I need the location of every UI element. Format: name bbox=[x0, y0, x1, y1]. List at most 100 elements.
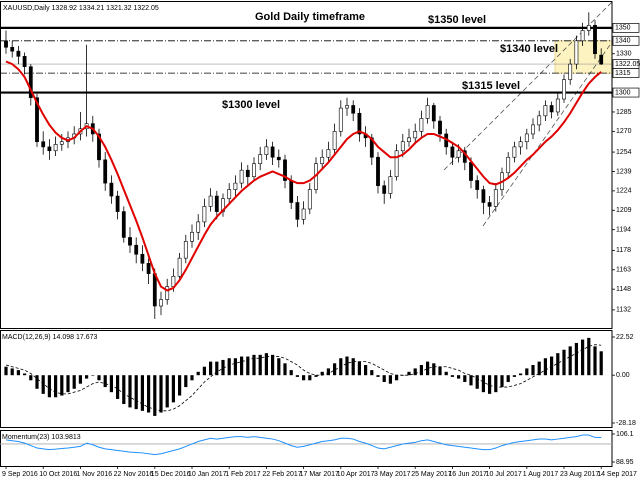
macd-bar bbox=[190, 375, 194, 381]
candle-body bbox=[394, 150, 399, 177]
macd-bar bbox=[376, 375, 380, 377]
macd-bar bbox=[23, 373, 27, 376]
x-tick-label: 22 Nov 2016 bbox=[114, 471, 154, 478]
macd-bar bbox=[54, 375, 58, 398]
moving-average bbox=[5, 60, 602, 292]
open-value: 1328.92 bbox=[52, 5, 77, 12]
macd-bar bbox=[481, 375, 485, 393]
momentum-title: Momentum(23) bbox=[2, 434, 49, 441]
candle-body bbox=[332, 131, 337, 150]
candle-body bbox=[245, 169, 250, 177]
level-note: $1300 level bbox=[222, 99, 280, 111]
candle-body bbox=[270, 146, 275, 158]
candle-body bbox=[506, 156, 511, 174]
candle-body bbox=[586, 24, 591, 31]
candle-body bbox=[475, 180, 480, 190]
candle-body bbox=[289, 180, 294, 203]
macd-bar bbox=[574, 342, 578, 376]
macd-bar bbox=[370, 370, 374, 376]
x-tick-label: 10 Apr 2017 bbox=[337, 471, 375, 478]
macd-bar bbox=[357, 361, 361, 376]
symbol: XAUUSD,Daily bbox=[3, 5, 50, 12]
macd-bar bbox=[128, 375, 132, 408]
macd-header: MACD(12,26,9) 14.098 17.673 bbox=[2, 334, 97, 341]
candle-body bbox=[134, 244, 139, 255]
candle-body bbox=[53, 144, 58, 152]
candle-body bbox=[518, 141, 523, 148]
candle-body bbox=[264, 146, 269, 155]
close-value: 1322.05 bbox=[133, 5, 158, 12]
candle-body bbox=[214, 195, 219, 212]
candle-body bbox=[320, 156, 325, 165]
y-tick-label: 1209 bbox=[616, 207, 632, 214]
chart-title: Gold Daily timeframe bbox=[255, 11, 365, 23]
signal-value: 17.673 bbox=[76, 334, 98, 341]
candle-body bbox=[549, 105, 554, 113]
macd-bar bbox=[568, 346, 572, 376]
candle-body bbox=[438, 120, 442, 135]
macd-bar bbox=[488, 375, 492, 394]
y-tick-label: 106.1 bbox=[616, 431, 634, 438]
x-tick-label: 3 May 2017 bbox=[374, 471, 411, 478]
momentum-value: 103.9813 bbox=[51, 434, 80, 441]
candle-body bbox=[326, 149, 331, 158]
macd-bar bbox=[258, 354, 262, 376]
x-tick-label: 16 Jun 2017 bbox=[448, 471, 487, 478]
x-tick-label: 22 Feb 2017 bbox=[262, 471, 301, 478]
macd-bar bbox=[47, 375, 51, 398]
macd-bar bbox=[16, 370, 20, 376]
candle-body bbox=[469, 162, 473, 181]
candle-body bbox=[258, 154, 263, 165]
macd-bar bbox=[537, 361, 541, 376]
candle-body bbox=[487, 202, 492, 207]
macd-bar bbox=[444, 371, 448, 376]
macd-bar bbox=[407, 371, 411, 376]
candle-body bbox=[41, 141, 46, 148]
macd-bar bbox=[41, 375, 45, 394]
macd-bar bbox=[165, 375, 169, 408]
macd-bar bbox=[308, 375, 312, 381]
candle-body bbox=[109, 182, 114, 197]
macd-bar bbox=[364, 365, 368, 376]
candle-body bbox=[450, 146, 455, 158]
macd-bar bbox=[122, 375, 126, 405]
price-header: XAUUSD,Daily 1328.92 1334.21 1321.32 132… bbox=[3, 5, 159, 12]
macd-bar bbox=[35, 375, 39, 389]
macd-bar bbox=[72, 375, 76, 389]
candle-body bbox=[177, 257, 182, 277]
level-value: 1315 bbox=[615, 70, 631, 77]
macd-bar bbox=[140, 375, 144, 411]
last-price: 1322.05 bbox=[615, 61, 640, 68]
candle-body bbox=[537, 115, 542, 126]
macd-bar bbox=[97, 375, 101, 381]
candle-body bbox=[481, 189, 486, 203]
macd-bar bbox=[543, 358, 547, 376]
candle-body bbox=[413, 131, 418, 139]
macd-bar bbox=[240, 356, 244, 376]
candle-body bbox=[351, 105, 356, 114]
macd-bar bbox=[556, 353, 560, 376]
macd-bar bbox=[221, 359, 225, 376]
y-tick-label: 1239 bbox=[616, 168, 632, 175]
candle-body bbox=[376, 156, 380, 186]
macd-bar bbox=[320, 371, 324, 376]
candle-body bbox=[419, 118, 424, 132]
high-value: 1334.21 bbox=[79, 5, 104, 12]
y-tick-label: 88.95 bbox=[616, 459, 634, 466]
macd-bar bbox=[295, 375, 299, 377]
macd-bar bbox=[215, 361, 219, 376]
candle-body bbox=[97, 133, 101, 161]
candle-body bbox=[59, 141, 64, 145]
macd-bar bbox=[202, 366, 206, 376]
candle-body bbox=[16, 50, 21, 57]
level-note: $1340 level bbox=[500, 43, 558, 55]
macd-bar bbox=[78, 375, 82, 384]
candle-body bbox=[456, 150, 461, 158]
y-tick-label: 1270 bbox=[616, 128, 632, 135]
x-tick-label: 1 Nov 2016 bbox=[76, 471, 112, 478]
momentum-line bbox=[5, 434, 602, 456]
macd-bar bbox=[413, 368, 417, 376]
macd-bar bbox=[469, 375, 473, 386]
candle-body bbox=[233, 182, 238, 190]
